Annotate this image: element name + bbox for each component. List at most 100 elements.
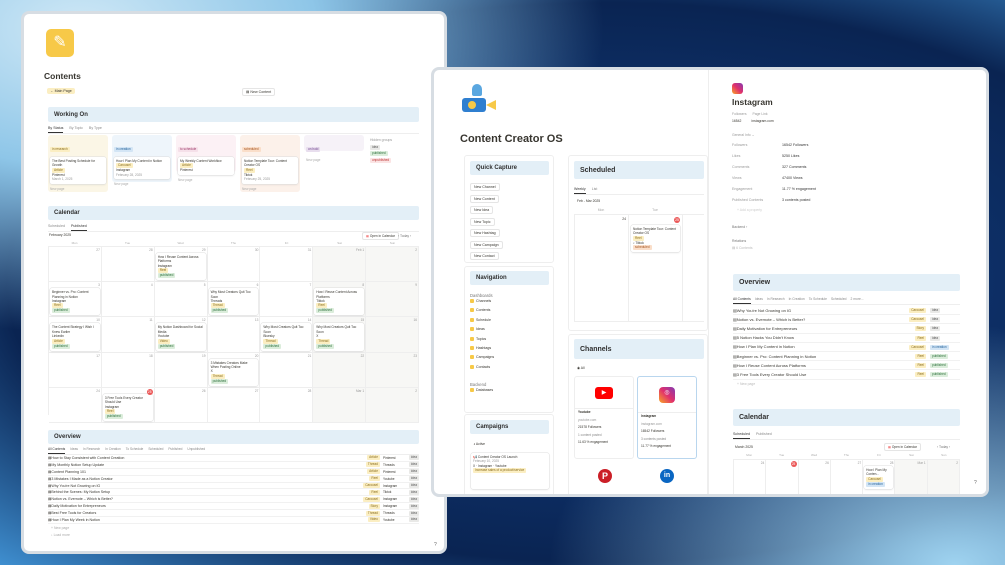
all-filter[interactable]: ◉ All: [577, 366, 585, 370]
new-content-button[interactable]: ▤ New Content: [242, 88, 276, 96]
main-page-button[interactable]: ← Main Page: [47, 88, 75, 94]
property-value[interactable]: 327 Comments: [782, 164, 807, 169]
add-property-button[interactable]: + Add a property: [737, 208, 762, 212]
tab-published[interactable]: Published: [168, 447, 183, 451]
table-row[interactable]: ▤ Best Free Tools for Creators Thread Thre…: [48, 510, 419, 518]
nav-link-contents[interactable]: Contents: [465, 306, 494, 315]
tab-by-topic[interactable]: By Topic: [69, 126, 83, 130]
table-row[interactable]: ▤ Behind the Scenes: My Notion Setup Reel…: [48, 489, 419, 497]
property-value[interactable]: 16542 Followers: [782, 142, 809, 147]
calendar-card[interactable]: How I Plan My Conten... Carouselin creati…: [864, 466, 894, 489]
general-info-toggle[interactable]: General Info ⌄: [732, 133, 755, 137]
load-more-button[interactable]: ↓ Load more: [51, 533, 70, 537]
tab-scheduled[interactable]: Scheduled: [48, 224, 65, 228]
tab-weekly[interactable]: Weekly: [574, 187, 586, 194]
table-row[interactable]: ▤ 3 Mistakes I Made as a Notion Creator R…: [48, 476, 419, 483]
panel-new-page-button[interactable]: + New page: [737, 382, 756, 386]
board-card[interactable]: My Weekly Content Workflow Article Pintere…: [178, 157, 234, 175]
quick-capture-new-hashtag[interactable]: New Hashtag: [470, 229, 500, 237]
tab-list[interactable]: List: [591, 187, 598, 191]
table-row[interactable]: ▤ How to Stay Consistent with Content Cr…: [48, 455, 419, 462]
calendar-card[interactable]: The Content Strategy I Wish I Knew Earli…: [50, 323, 100, 351]
table-row[interactable]: ▤ Beginner vs. Pro: Content Planning in …: [733, 352, 960, 362]
table-row[interactable]: ▤ 3 Free Tools Every Creator Should Use R…: [733, 370, 960, 380]
table-row[interactable]: ▤ Notion vs. Evernote – Which is Better?…: [48, 496, 419, 504]
tab-ideas[interactable]: Ideas: [754, 297, 763, 301]
calendar-card[interactable]: Why Most Creators Quit Too Soon X Thread pu…: [314, 323, 365, 351]
table-row[interactable]: ▤ 5 Notion Hacks You Didn't Know Reel idea: [733, 334, 960, 343]
help-icon[interactable]: ?: [434, 542, 437, 548]
quick-capture-new-topic[interactable]: New Topic: [470, 217, 495, 226]
quick-capture-new-channel[interactable]: New Channel: [470, 183, 500, 191]
tab-2-more-[interactable]: 2 more...: [850, 297, 864, 301]
new-page-button[interactable]: New page: [306, 158, 321, 162]
property-value[interactable]: 11.77 % engagement: [782, 186, 816, 191]
tab-scheduled[interactable]: Scheduled: [148, 447, 164, 451]
relations-value[interactable]: ▤ 6 Contents: [732, 246, 753, 250]
board-card[interactable]: How I Plan My Content in Notion Carousel I…: [114, 157, 170, 180]
open-in-calendar-button[interactable]: ▦ Open in Calendar: [362, 232, 399, 240]
nav-link-schedule[interactable]: Schedule: [465, 316, 494, 325]
new-page-button[interactable]: New page: [114, 182, 129, 187]
nav-link-databases[interactable]: Databases: [465, 386, 493, 395]
tab-scheduled[interactable]: Scheduled: [733, 432, 750, 439]
property-value[interactable]: 3 contents posted: [782, 197, 811, 202]
table-row[interactable]: ▤ Content Planning 101 Article Pinterest id…: [48, 469, 419, 476]
tab-scheduled[interactable]: Scheduled: [830, 297, 847, 301]
backend-toggle[interactable]: Backend ›: [732, 225, 748, 229]
calendar-card[interactable]: 3 Mistakes Creators Make When Posting On…: [208, 358, 259, 386]
tab-in-creation[interactable]: In Creation: [105, 447, 121, 451]
tab-in-research[interactable]: In Research: [766, 297, 785, 301]
tab-all-contents[interactable]: All Contents: [48, 447, 66, 454]
help-icon[interactable]: ?: [974, 480, 977, 486]
tab-by-type[interactable]: By Type: [88, 126, 102, 130]
channel-card-instagram[interactable]: ◎ Instagram instagram.com 16542 Followers 3 …: [637, 376, 697, 459]
calendar-card[interactable]: Beginner vs. Pro: Content Planning in No…: [50, 288, 100, 316]
table-row[interactable]: ▤ How I Reuse Content Across Platforms Re…: [733, 361, 960, 371]
nav-link-topics[interactable]: Topics: [465, 335, 494, 344]
page-link-value[interactable]: instagram.com: [751, 119, 774, 123]
calendar-card[interactable]: My Notion Dashboard for Social Media Yout…: [155, 323, 206, 351]
calendar-card[interactable]: How I Reuse Content Across Platforms Inst…: [155, 253, 206, 281]
calendar-card[interactable]: How I Reuse Content Across Platforms Tikt…: [314, 288, 365, 316]
property-value[interactable]: 5250 Likes: [782, 153, 800, 158]
tab-unpublished[interactable]: Unpublished: [187, 447, 206, 451]
table-row[interactable]: ▤ How I Plan My Week in Notion Video Youtu…: [48, 517, 419, 524]
tab-to-schedule[interactable]: To Schedule: [808, 297, 827, 301]
board-card[interactable]: The Best Posting Schedule for Growth Arti…: [50, 157, 106, 184]
new-page-button[interactable]: New page: [178, 177, 193, 182]
tab-ideas[interactable]: Ideas: [70, 447, 78, 451]
board-card[interactable]: Notion Template Tour: Content Creator OS…: [242, 157, 298, 184]
tab-in-creation[interactable]: In Creation: [788, 297, 805, 301]
nav-link-channels[interactable]: Channels: [465, 297, 494, 306]
table-row[interactable]: ▤ Why You're Not Growing on IG Carousel id…: [733, 306, 960, 316]
tab-to-schedule[interactable]: To Schedule: [125, 447, 144, 451]
quick-capture-new-campaign[interactable]: New Campaign: [470, 240, 503, 249]
table-row[interactable]: ▤ Why You're Not Growing on IG Carousel In…: [48, 483, 419, 490]
nav-link-campaigns[interactable]: Campaigns: [465, 353, 494, 362]
today-button[interactable]: Today: [400, 234, 410, 238]
nav-link-ideas[interactable]: Ideas: [465, 325, 494, 334]
calendar-card[interactable]: Why Most Creators Quit Too Soon Bluesky Th…: [261, 323, 312, 351]
quick-capture-new-contact[interactable]: New Contact: [470, 252, 499, 260]
panel-today-nav[interactable]: ‹ Today ›: [937, 445, 951, 449]
new-page-button[interactable]: + New page: [51, 526, 70, 530]
tab-by-status[interactable]: By Status: [48, 126, 64, 133]
calendar-card[interactable]: Why Most Creators Quit Too Soon Threads Th…: [208, 288, 259, 316]
table-row[interactable]: ▤ My Monthly Notion Setup Update Thread Th…: [48, 462, 419, 469]
new-page-button[interactable]: New page: [50, 186, 65, 191]
table-row[interactable]: ▤ Notion vs. Evernote – Which is Better?…: [733, 315, 960, 325]
channel-card-youtube[interactable]: ▶ Youtube youtube.com 21578 Followers 1 cont…: [574, 376, 634, 459]
panel-open-in-calendar-button[interactable]: ▦ Open in Calendar: [884, 443, 921, 451]
active-filter[interactable]: ◑ Active: [473, 442, 486, 446]
nav-link-hashtags[interactable]: Hashtags: [465, 344, 494, 353]
calendar-card[interactable]: 3 Free Tools Every Creator Should Use Ins…: [102, 393, 153, 422]
table-row[interactable]: ▤ Daily Motivation for Entrepreneurs Stor…: [48, 503, 419, 511]
tab-published[interactable]: Published: [755, 432, 772, 436]
new-page-button[interactable]: New page: [242, 186, 257, 191]
scheduled-card[interactable]: Notion Template Tour: Content Creator OS…: [631, 225, 680, 253]
table-row[interactable]: ▤ How I Plan My Content in Notion Carouse…: [733, 343, 960, 352]
campaign-card[interactable]: 📢 Content Creator OS Launch February 10,…: [471, 453, 549, 489]
tab-all-contents[interactable]: All Contents: [733, 297, 751, 304]
property-value[interactable]: 47400 Views: [782, 175, 803, 180]
